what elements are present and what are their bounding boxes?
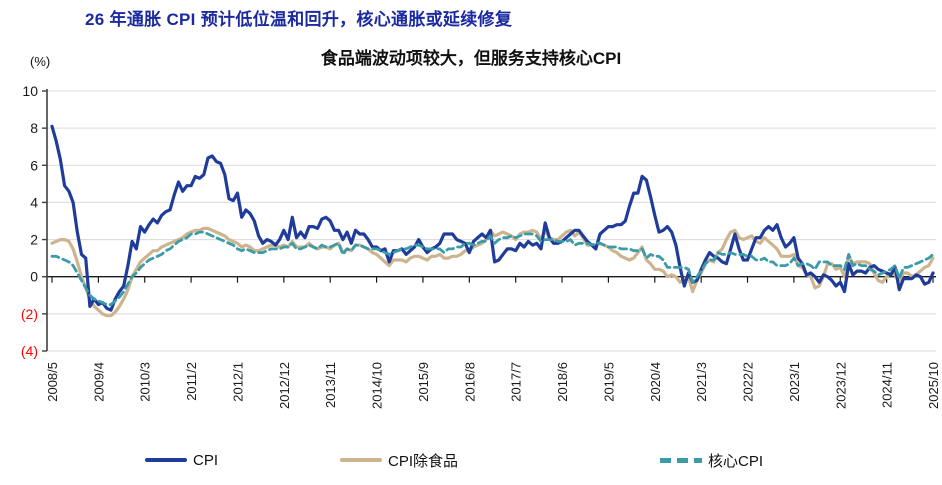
y-tick-label: 6 xyxy=(30,157,38,173)
x-tick-label: 2020/4 xyxy=(648,362,663,402)
x-tick-label: 2015/9 xyxy=(416,362,431,402)
x-tick-label: 2014/10 xyxy=(370,362,385,409)
series-line-core-cpi xyxy=(50,230,935,307)
x-tick-label: 2019/5 xyxy=(601,362,616,402)
y-tick-label: 10 xyxy=(22,83,38,99)
x-tick-label: 2012/1 xyxy=(230,362,245,402)
x-tick-label: 2010/3 xyxy=(138,362,153,402)
y-tick-label: (4) xyxy=(21,343,38,359)
x-tick-label: 2017/7 xyxy=(509,362,524,402)
x-tick-label: 2023/12 xyxy=(833,362,848,409)
chart-title: 食品端波动项较大，但服务支持核心CPI xyxy=(320,49,622,68)
series-line-cpi xyxy=(50,124,935,312)
y-tick-label: 2 xyxy=(30,232,38,248)
x-tick-label: 2022/2 xyxy=(741,362,756,402)
cpi-line-swatch-icon xyxy=(145,458,187,462)
x-tick-label: 2023/1 xyxy=(787,362,802,402)
x-tick-label: 2012/12 xyxy=(277,362,292,409)
page-title: 26 年通胀 CPI 预计低位温和回升，核心通胀或延续修复 xyxy=(85,10,513,29)
y-tick-label: 0 xyxy=(30,269,38,285)
series-line-cpi-ex-food xyxy=(50,226,935,318)
legend-label-cpi-ex-food: CPI除食品 xyxy=(388,452,459,470)
legend-label-core-cpi: 核心CPI xyxy=(708,452,764,470)
x-tick-label: 2024/11 xyxy=(880,362,895,408)
legend-item-core-cpi: 核心CPI xyxy=(660,451,764,470)
legend-item-cpi: CPI xyxy=(145,451,218,469)
y-tick-label: 4 xyxy=(30,194,38,210)
x-tick-label: 2011/2 xyxy=(184,362,199,401)
y-tick-label: (2) xyxy=(21,306,38,322)
y-tick-label: 8 xyxy=(30,120,38,136)
y-axis-unit-label: (%) xyxy=(30,54,51,69)
x-tick-label: 2021/3 xyxy=(694,362,709,402)
core-cpi-line-swatch-icon xyxy=(660,457,702,463)
x-tick-label: 2009/4 xyxy=(91,362,106,402)
x-tick-label: 2016/8 xyxy=(462,362,477,402)
legend-item-cpi-ex-food: CPI除食品 xyxy=(340,451,459,470)
x-tick-label: 2018/6 xyxy=(555,362,570,402)
cpi-ex-food-line-swatch-icon xyxy=(340,458,382,462)
x-tick-label: 2008/5 xyxy=(45,362,60,402)
legend-label-cpi: CPI xyxy=(193,451,219,469)
x-tick-label: 2013/11 xyxy=(323,362,338,408)
x-tick-label: 2025/10 xyxy=(926,362,941,409)
